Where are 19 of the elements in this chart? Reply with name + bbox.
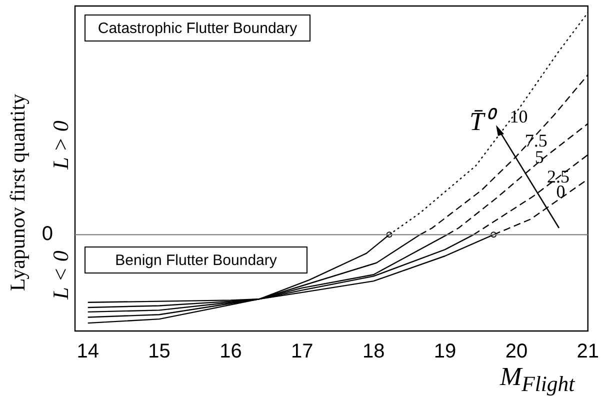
x-tick-label: 18 bbox=[362, 340, 385, 363]
legend-label: 7.5 bbox=[524, 130, 548, 151]
text: L > 0 bbox=[48, 120, 73, 170]
y-axis-title: Lyapunov first quantity bbox=[6, 92, 30, 292]
ref-line-label: 0 bbox=[42, 223, 53, 246]
text: L < 0 bbox=[48, 250, 73, 300]
x-tick-label: 20 bbox=[505, 340, 528, 363]
x-tick-label: 16 bbox=[220, 340, 242, 363]
series-label: 2.5 bbox=[547, 166, 570, 186]
series-label: 10 bbox=[510, 106, 528, 126]
x-tick-label: 15 bbox=[148, 340, 170, 363]
x-axis-title: M$_{Flight}$ bbox=[500, 362, 575, 398]
x-tick-label: 17 bbox=[291, 340, 314, 363]
legend-title: T̄⁰ bbox=[470, 106, 498, 136]
x-tick-label: 19 bbox=[434, 340, 456, 363]
x-tick-label: 14 bbox=[76, 340, 99, 363]
x-tick-label: 21 bbox=[576, 340, 599, 363]
annotation: Catastrophic Flutter Boundary bbox=[98, 20, 298, 38]
annotation: Benign Flutter Boundary bbox=[115, 252, 278, 270]
